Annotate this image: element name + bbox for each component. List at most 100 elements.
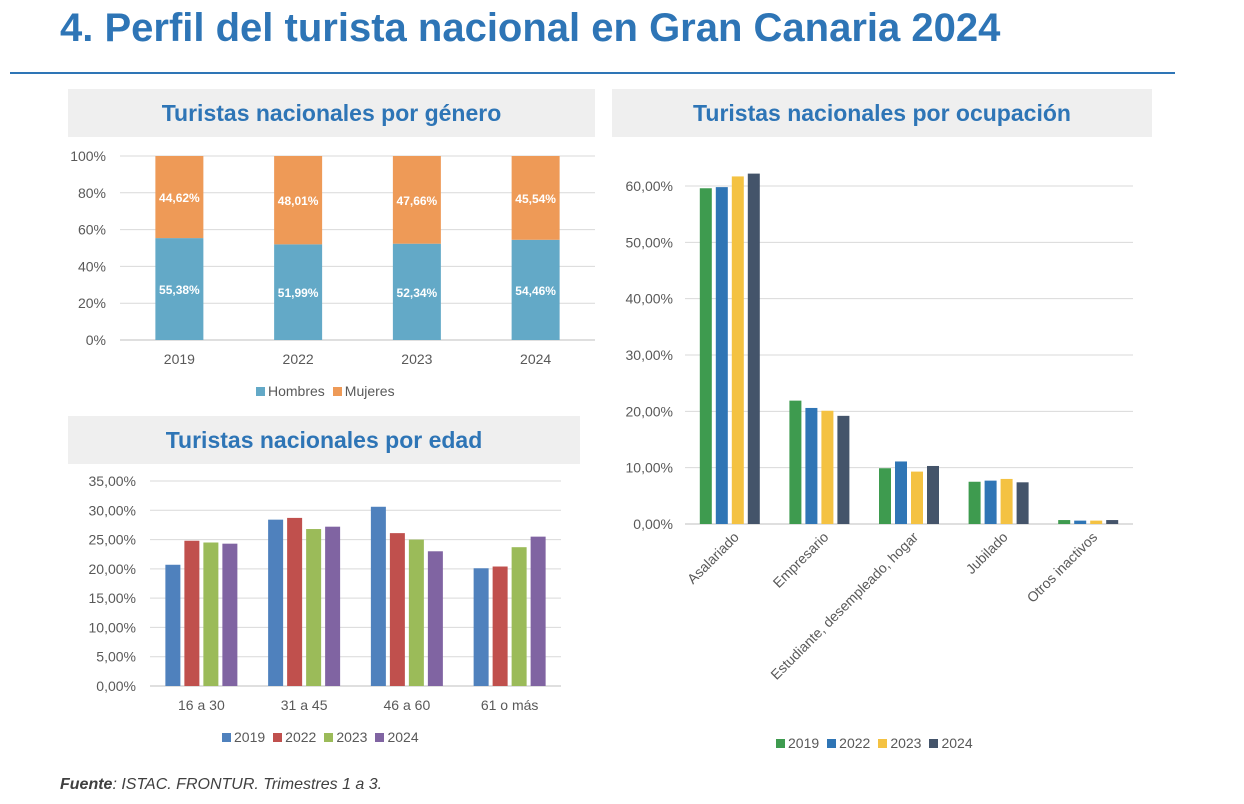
y-tick-label: 40% xyxy=(78,258,106,274)
data-label: 55,38% xyxy=(159,283,200,297)
age-chart-title: Turistas nacionales por edad xyxy=(68,416,580,464)
y-tick-label: 20% xyxy=(78,295,106,311)
bar-segment xyxy=(155,238,204,340)
bar xyxy=(1000,478,1013,524)
data-label: 45,54% xyxy=(515,192,556,206)
y-tick-label: 10,00% xyxy=(89,619,136,635)
legend-item: Hombres xyxy=(256,383,325,399)
y-tick-label: 80% xyxy=(78,185,106,201)
legend-swatch xyxy=(776,738,785,748)
x-tick-label: 2019 xyxy=(164,351,195,367)
age-chart-legend: 2019 2022 2023 2024 xyxy=(222,729,427,745)
data-label: 48,01% xyxy=(278,194,319,208)
bar xyxy=(408,539,424,686)
legend-item: 2023 xyxy=(324,729,367,745)
y-tick-label: 10,00% xyxy=(626,460,673,476)
data-label: 51,99% xyxy=(278,286,319,300)
y-tick-label: 30,00% xyxy=(89,502,136,518)
occupation-chart-title: Turistas nacionales por ocupación xyxy=(612,89,1152,137)
y-tick-label: 40,00% xyxy=(626,291,673,307)
bar xyxy=(715,187,728,525)
bar xyxy=(1106,520,1119,524)
source-text: : ISTAC. FRONTUR. Trimestres 1 a 3. xyxy=(112,776,383,793)
bar xyxy=(895,461,907,524)
bar xyxy=(165,564,181,686)
page-title: 4. Perfil del turista nacional en Gran C… xyxy=(60,6,1001,50)
legend-label: 2024 xyxy=(941,735,973,751)
y-tick-label: 60,00% xyxy=(626,178,673,194)
bar xyxy=(287,517,303,686)
legend-item: Mujeres xyxy=(332,383,395,399)
legend-label: 2019 xyxy=(234,729,266,745)
bar xyxy=(821,410,834,524)
bar xyxy=(731,176,744,524)
bar xyxy=(1074,520,1087,524)
y-tick-label: 5,00% xyxy=(96,649,136,665)
y-tick-label: 50,00% xyxy=(626,234,673,250)
bar xyxy=(492,566,508,686)
legend-item: 2023 xyxy=(878,735,921,751)
bar xyxy=(370,506,386,686)
bar xyxy=(911,471,923,524)
bar xyxy=(789,400,802,524)
legend-swatch xyxy=(929,738,939,748)
legend-item: 2024 xyxy=(375,729,419,745)
legend-label: Hombres xyxy=(268,383,325,399)
y-tick-label: 0,00% xyxy=(633,516,673,532)
legend-swatch xyxy=(273,732,283,742)
bar xyxy=(389,533,405,686)
legend-label: 2022 xyxy=(839,735,871,751)
bar-segment xyxy=(155,156,204,239)
legend-swatch xyxy=(324,732,334,742)
bar xyxy=(837,415,850,524)
bar xyxy=(699,188,712,524)
y-tick-label: 20,00% xyxy=(626,403,673,419)
y-tick-label: 0,00% xyxy=(96,678,136,694)
source-note: Fuente: ISTAC. FRONTUR. Trimestres 1 a 3… xyxy=(60,776,382,794)
bar xyxy=(747,173,760,524)
y-tick-label: 60% xyxy=(78,222,106,238)
bar xyxy=(325,526,341,686)
bar xyxy=(1058,520,1071,524)
x-tick-label: 31 a 45 xyxy=(281,697,328,713)
bar-segment xyxy=(392,156,441,244)
x-tick-label: 2024 xyxy=(520,351,551,367)
bar xyxy=(1090,520,1103,524)
data-label: 54,46% xyxy=(515,284,556,298)
bar xyxy=(203,542,219,686)
bar-segment xyxy=(392,243,441,340)
bar xyxy=(984,480,997,524)
legend-item: 2019 xyxy=(776,735,819,751)
legend-item: 2019 xyxy=(222,729,265,745)
bar xyxy=(184,540,200,686)
gender-chart-legend: Hombres Mujeres xyxy=(256,383,403,399)
bar xyxy=(530,536,546,686)
y-tick-label: 15,00% xyxy=(89,590,136,606)
x-tick-label: Jubilado xyxy=(963,529,1011,577)
x-tick-label: Estudiante, desempleado, hogar xyxy=(767,529,921,683)
x-tick-label: Asalariado xyxy=(684,529,742,587)
bar xyxy=(805,407,818,524)
bar-segment xyxy=(274,156,323,245)
legend-item: 2022 xyxy=(827,735,870,751)
bar xyxy=(1016,482,1029,524)
x-tick-label: Empresario xyxy=(770,529,832,591)
y-tick-label: 20,00% xyxy=(89,561,136,577)
title-divider xyxy=(10,72,1175,74)
legend-swatch xyxy=(332,386,342,396)
bar xyxy=(879,468,891,524)
legend-label: 2024 xyxy=(387,729,419,745)
data-label: 47,66% xyxy=(397,194,438,208)
bar xyxy=(268,519,284,686)
legend-swatch xyxy=(222,732,231,742)
data-label: 52,34% xyxy=(397,286,438,300)
source-label: Fuente xyxy=(60,776,113,793)
bar xyxy=(968,481,981,524)
legend-label: Mujeres xyxy=(344,383,395,399)
legend-label: 2019 xyxy=(788,735,820,751)
x-tick-label: 61 o más xyxy=(481,697,539,713)
legend-swatch xyxy=(375,732,385,742)
y-tick-label: 35,00% xyxy=(89,473,136,489)
